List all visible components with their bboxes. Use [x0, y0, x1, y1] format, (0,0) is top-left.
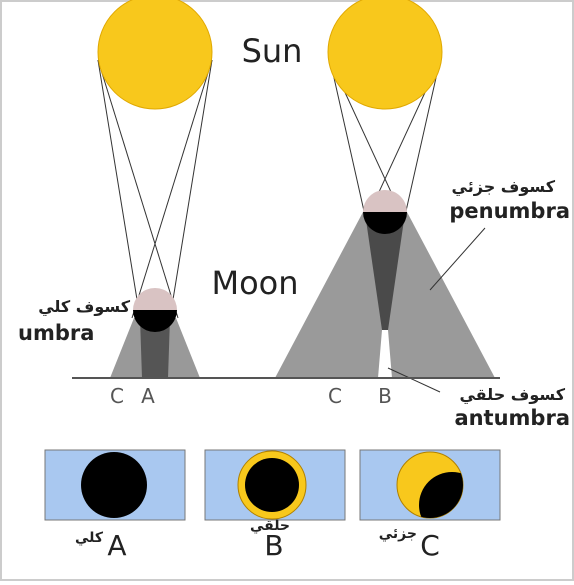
- arabic-label: كسوف حلقي: [459, 385, 565, 405]
- term-label: umbra: [18, 321, 94, 345]
- arabic-label: كسوف جزئي: [452, 177, 556, 197]
- sun-right: [328, 0, 442, 109]
- term-label: antumbra: [454, 406, 570, 430]
- moon-label: Moon: [211, 264, 298, 302]
- sun-label: Sun: [242, 32, 303, 70]
- panel-arabic: كلي: [75, 530, 104, 546]
- eclipse-total: [81, 452, 147, 518]
- diagram: Sun Moon كسوف كلي umbra C A كسوف جزئي pe…: [0, 0, 574, 581]
- panel-arabic: حلقي: [250, 518, 290, 534]
- panel-arabic: جزئي: [379, 526, 417, 542]
- ground-label: C: [328, 384, 342, 408]
- panel-letter: A: [107, 529, 126, 562]
- ground-label: B: [378, 384, 392, 408]
- eclipse-annular: [245, 458, 299, 512]
- sun-left: [98, 0, 212, 109]
- arabic-label: كسوف كلي: [38, 297, 130, 317]
- panel-letter: C: [420, 529, 440, 562]
- ground-label: C: [110, 384, 124, 408]
- term-label: penumbra: [449, 199, 570, 223]
- ground-label: A: [141, 384, 155, 408]
